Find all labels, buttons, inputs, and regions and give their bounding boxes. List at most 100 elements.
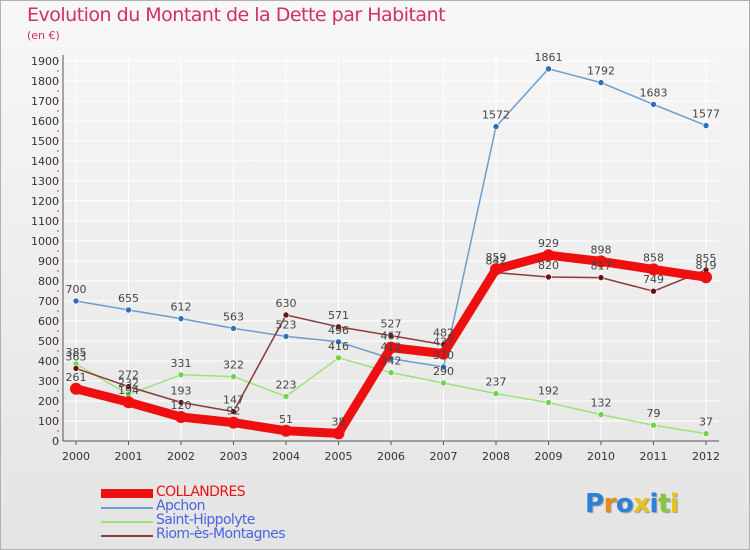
data-point-collandres bbox=[437, 347, 450, 360]
data-label: 437 bbox=[433, 336, 454, 349]
data-label: 467 bbox=[381, 330, 402, 343]
y-tick-label: 600 bbox=[38, 315, 59, 328]
data-label: 192 bbox=[538, 385, 559, 398]
y-tick-label: 700 bbox=[38, 295, 59, 308]
proxiti-logo: Proxiti bbox=[585, 489, 679, 519]
data-label: 1861 bbox=[535, 51, 563, 64]
data-point-saint-hippolyte bbox=[702, 430, 710, 437]
x-tick-label: 2010 bbox=[587, 450, 615, 463]
data-label: 1683 bbox=[640, 86, 668, 99]
data-label: 858 bbox=[643, 251, 664, 264]
data-point-saint-hippolyte bbox=[597, 411, 605, 418]
chart-title: Evolution du Montant de la Dette par Hab… bbox=[27, 4, 446, 26]
data-point-apchon bbox=[440, 363, 447, 371]
data-label: 1577 bbox=[692, 108, 720, 121]
x-tick-label: 2008 bbox=[482, 450, 510, 463]
x-tick-label: 2005 bbox=[325, 450, 353, 463]
data-point-collandres bbox=[227, 416, 240, 429]
x-tick-label: 2007 bbox=[430, 450, 458, 463]
data-point-saint-hippolyte bbox=[282, 393, 290, 400]
data-label: 342 bbox=[381, 355, 402, 368]
data-point-apchon bbox=[650, 101, 657, 108]
data-point-riom-s-montagnes bbox=[650, 287, 657, 295]
logo-letter: i bbox=[649, 489, 659, 519]
series-lines bbox=[70, 65, 712, 440]
data-label: 237 bbox=[486, 376, 507, 389]
data-label: 412 bbox=[381, 341, 402, 354]
data-label: 38 bbox=[332, 415, 346, 428]
y-tick-label: 1000 bbox=[31, 235, 59, 248]
data-point-apchon bbox=[72, 297, 80, 305]
data-point-collandres bbox=[70, 382, 82, 395]
chart-unit: (en €) bbox=[27, 29, 60, 42]
logo-letter: P bbox=[585, 489, 604, 519]
x-tick-label: 2003 bbox=[220, 450, 248, 463]
data-label: 842 bbox=[486, 255, 507, 268]
data-label: 855 bbox=[696, 252, 717, 265]
data-label: 898 bbox=[591, 243, 612, 256]
y-tick-label: 900 bbox=[38, 255, 59, 268]
y-tick-label: 1600 bbox=[31, 115, 59, 128]
data-label: 120 bbox=[171, 399, 192, 412]
data-label: 194 bbox=[118, 384, 139, 397]
logo-letter: i bbox=[669, 489, 679, 519]
logo-letter: o bbox=[615, 489, 634, 519]
data-point-riom-s-montagnes bbox=[177, 399, 185, 406]
y-tick-label: 0 bbox=[52, 435, 59, 448]
data-point-riom-s-montagnes bbox=[335, 323, 342, 331]
y-tick-label: 300 bbox=[38, 375, 59, 388]
data-label: 820 bbox=[538, 259, 559, 272]
x-tick-label: 2009 bbox=[535, 450, 563, 463]
data-point-apchon bbox=[492, 123, 500, 130]
y-tick-label: 1500 bbox=[31, 135, 59, 148]
y-tick-label: 1200 bbox=[31, 195, 59, 208]
data-point-riom-s-montagnes bbox=[597, 274, 605, 281]
data-label: 523 bbox=[276, 318, 297, 331]
data-point-riom-s-montagnes bbox=[125, 383, 132, 390]
data-label: 37 bbox=[699, 416, 713, 429]
data-point-apchon bbox=[282, 333, 290, 340]
data-point-collandres bbox=[700, 271, 712, 284]
y-tick-label: 1800 bbox=[31, 75, 59, 88]
y-tick-label: 100 bbox=[38, 415, 59, 428]
data-label: 322 bbox=[223, 359, 244, 372]
data-point-collandres bbox=[595, 255, 607, 268]
data-labels: 700 655 612 563 523 496 412 370 1572 1861 1792 1683… bbox=[66, 51, 721, 429]
data-point-collandres bbox=[122, 396, 135, 409]
y-tick-label: 1900 bbox=[31, 55, 59, 68]
y-tick-label: 1700 bbox=[31, 95, 59, 108]
logo-letter: x bbox=[633, 489, 650, 519]
x-tick-label: 2002 bbox=[167, 450, 195, 463]
data-label: 147 bbox=[223, 394, 244, 407]
data-point-saint-hippolyte bbox=[545, 399, 552, 406]
axes: 0 100 200 300 400 500 600 700 800 900 1000 1100 1200… bbox=[31, 55, 720, 463]
data-label: 496 bbox=[328, 324, 349, 337]
x-tick-label: 2001 bbox=[115, 450, 143, 463]
data-point-collandres bbox=[647, 263, 660, 276]
data-label: 223 bbox=[276, 378, 297, 391]
data-point-collandres bbox=[280, 424, 292, 437]
y-tick-label: 1400 bbox=[31, 155, 59, 168]
x-tick-label: 2011 bbox=[640, 450, 668, 463]
y-tick-label: 500 bbox=[38, 335, 59, 348]
data-label: 482 bbox=[433, 327, 454, 340]
data-point-apchon bbox=[230, 325, 237, 332]
data-point-apchon bbox=[545, 65, 552, 73]
data-point-apchon bbox=[335, 338, 342, 346]
data-label: 416 bbox=[328, 340, 349, 353]
legend-label: Riom-ès-Montagnes bbox=[156, 526, 285, 542]
data-point-saint-hippolyte bbox=[177, 371, 185, 379]
data-point-saint-hippolyte bbox=[230, 373, 237, 380]
legend-swatch bbox=[101, 521, 153, 523]
data-label: 132 bbox=[591, 397, 612, 410]
data-point-apchon bbox=[125, 306, 132, 314]
y-tick-label: 1300 bbox=[31, 175, 59, 188]
data-label: 363 bbox=[66, 350, 87, 363]
data-point-apchon bbox=[702, 122, 710, 129]
data-point-collandres bbox=[490, 263, 502, 276]
data-label: 79 bbox=[647, 407, 661, 420]
data-label: 612 bbox=[171, 301, 192, 314]
data-label: 749 bbox=[643, 273, 664, 286]
